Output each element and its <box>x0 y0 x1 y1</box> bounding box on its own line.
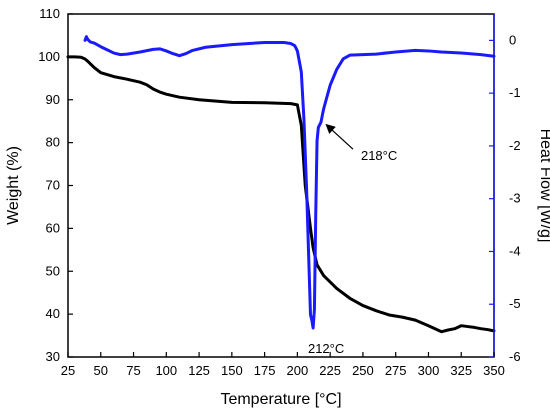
y-tick-label: 100 <box>38 49 60 64</box>
weight-series-line <box>66 55 496 334</box>
y-tick-label: 30 <box>46 349 60 364</box>
y-tick-label: 70 <box>46 178 60 193</box>
y-tick-label: 50 <box>46 263 60 278</box>
x-tick-label: 100 <box>155 363 177 378</box>
x-tick-label: 275 <box>385 363 407 378</box>
ticks-layer: 25 50 75 100 125 150 175 200 225 250 275 300 325 3503… <box>38 6 520 378</box>
heat-flow-series-line <box>83 35 496 330</box>
x-tick-label: 225 <box>319 363 341 378</box>
x-tick-label: 125 <box>188 363 210 378</box>
y-right-tick-label: -5 <box>509 296 521 311</box>
x-tick-label: 50 <box>94 363 108 378</box>
y-right-tick-label: -1 <box>509 85 521 100</box>
x-tick-label: 300 <box>418 363 440 378</box>
y-right-tick-label: -4 <box>509 243 521 258</box>
y-right-tick-label: -2 <box>509 138 521 153</box>
x-tick-label: 250 <box>352 363 374 378</box>
x-tick-label: 350 <box>483 363 505 378</box>
x-axis-label: Temperature [°C] <box>220 391 341 408</box>
y-right-tick-label: 0 <box>509 32 516 47</box>
plot-frame <box>67 13 495 358</box>
x-tick-label: 75 <box>126 363 140 378</box>
y-right-tick-label: -6 <box>509 349 521 364</box>
y-right-tick-label: -3 <box>509 191 521 206</box>
y-tick-label: 80 <box>46 135 60 150</box>
x-tick-label: 325 <box>450 363 472 378</box>
annotation-218c: 218°C <box>361 148 397 163</box>
y-tick-label: 40 <box>46 306 60 321</box>
y-tick-label: 110 <box>39 6 60 21</box>
x-tick-label: 150 <box>221 363 243 378</box>
y-axis-right-label: Heat Flow [W/g] <box>537 129 550 243</box>
y-tick-label: 90 <box>46 92 60 107</box>
x-tick-label: 200 <box>287 363 309 378</box>
x-tick-label: 25 <box>61 363 75 378</box>
annotation-218c-arrow <box>325 123 354 150</box>
annotation-212c: 212°C <box>308 341 344 356</box>
plot-content <box>66 35 496 334</box>
x-tick-label: 175 <box>254 363 276 378</box>
y-axis-label: Weight (%) <box>5 146 22 225</box>
y-tick-label: 60 <box>46 220 60 235</box>
